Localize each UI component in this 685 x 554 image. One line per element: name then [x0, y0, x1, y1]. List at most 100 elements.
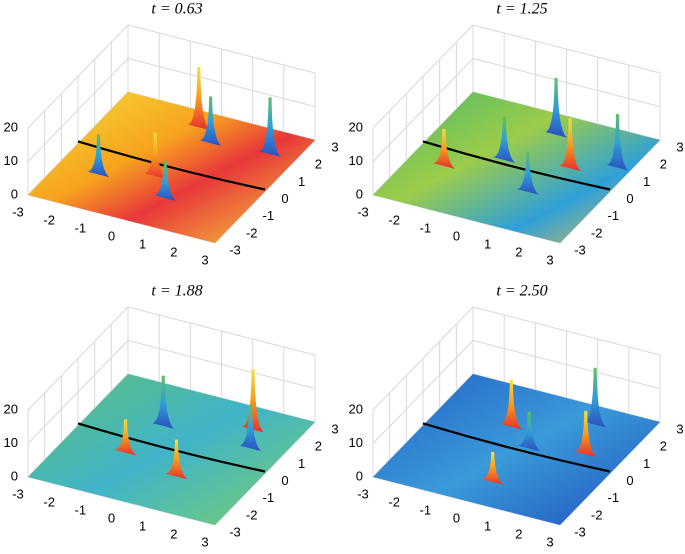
surface-peak	[199, 96, 222, 147]
x-tick-label: 2	[170, 526, 177, 541]
z-tick-label: 0	[356, 186, 363, 201]
z-tick-label: 10	[349, 153, 363, 168]
surface-peak	[493, 116, 516, 163]
x-tick-label: -1	[75, 220, 87, 235]
grid-line	[472, 340, 661, 389]
grid-line	[27, 58, 129, 162]
y-tick-label: 3	[676, 421, 683, 436]
grid-line	[27, 340, 129, 444]
y-tick-label: 3	[676, 139, 683, 154]
grid-line	[372, 340, 474, 444]
zero-contour	[77, 422, 266, 473]
z-tick-label: 0	[356, 468, 363, 483]
surface-peak	[574, 410, 597, 458]
y-tick-label: -2	[246, 225, 258, 240]
surface-peak	[481, 451, 504, 485]
x-tick-label: -2	[43, 212, 55, 227]
surface-peak	[500, 379, 523, 430]
x-tick-label: -3	[357, 204, 369, 219]
x-tick-label: 2	[170, 244, 177, 259]
y-tick-label: 1	[298, 174, 305, 189]
grid-line	[372, 306, 474, 411]
y-tick-label: -2	[591, 507, 603, 522]
z-tick-label: 10	[349, 435, 363, 450]
x-tick-label: -3	[12, 204, 24, 219]
y-tick-label: 0	[626, 473, 633, 488]
z-tick-label: 20	[4, 401, 18, 416]
y-tick-label: 0	[626, 191, 633, 206]
z-tick-label: 0	[11, 468, 18, 483]
surface-peak	[165, 439, 188, 480]
z-tick-label: 10	[4, 435, 18, 450]
y-tick-label: -2	[591, 225, 603, 240]
surface-peak	[152, 375, 175, 429]
y-tick-label: -1	[608, 490, 620, 505]
y-tick-label: -3	[574, 242, 586, 257]
surface-peak	[259, 97, 281, 157]
y-tick-label: 3	[331, 421, 338, 436]
surface-peak	[242, 369, 264, 433]
y-tick-label: 2	[315, 439, 322, 454]
grid-line	[472, 24, 661, 74]
x-tick-label: -1	[75, 502, 87, 517]
y-tick-label: -3	[229, 242, 241, 257]
y-tick-label: 1	[298, 456, 305, 471]
surface-peak	[545, 77, 567, 138]
grid-line	[27, 24, 129, 129]
surface-peak	[187, 67, 210, 131]
x-tick-label: 1	[139, 236, 146, 251]
surface-peak	[559, 118, 582, 172]
x-tick-label: -1	[420, 220, 432, 235]
x-tick-label: -2	[388, 212, 400, 227]
surface-peak	[516, 151, 539, 195]
x-tick-label: -2	[43, 494, 55, 509]
grid-line	[127, 306, 316, 356]
z-tick-label: 10	[4, 153, 18, 168]
x-tick-label: 3	[201, 252, 208, 267]
grid-line	[27, 306, 129, 411]
grid-line	[472, 306, 661, 356]
grid-line	[127, 340, 316, 389]
y-tick-label: 1	[643, 174, 650, 189]
x-tick-label: -1	[420, 502, 432, 517]
x-tick-label: 2	[515, 526, 522, 541]
z-tick-label: 20	[4, 119, 18, 134]
x-tick-label: 2	[515, 244, 522, 259]
y-tick-label: 1	[643, 456, 650, 471]
y-tick-label: 2	[315, 157, 322, 172]
panel-title: t = 0.63	[151, 1, 202, 18]
x-tick-label: 0	[108, 228, 115, 243]
grid-line	[372, 58, 474, 162]
y-tick-label: -1	[263, 490, 275, 505]
x-tick-label: 0	[453, 228, 460, 243]
surface-peak	[87, 134, 110, 178]
x-tick-label: -3	[357, 486, 369, 501]
surface-peak	[433, 129, 455, 169]
y-tick-label: 0	[281, 191, 288, 206]
x-tick-label: -2	[388, 494, 400, 509]
surface-peak	[606, 114, 629, 171]
grid-line	[472, 58, 661, 107]
x-tick-label: -3	[12, 486, 24, 501]
x-tick-label: 3	[546, 534, 553, 549]
x-tick-label: 0	[453, 510, 460, 525]
y-tick-label: -1	[263, 208, 275, 223]
panel-title: t = 2.50	[496, 283, 547, 300]
y-tick-label: -3	[229, 524, 241, 539]
y-tick-label: 2	[660, 157, 667, 172]
surface-peak	[239, 404, 262, 452]
x-tick-label: 0	[108, 510, 115, 525]
x-tick-label: 3	[201, 534, 208, 549]
z-tick-label: 20	[349, 119, 363, 134]
y-tick-label: -3	[574, 524, 586, 539]
surface-peak	[154, 161, 177, 201]
z-tick-label: 20	[349, 401, 363, 416]
x-tick-label: 1	[139, 518, 146, 533]
z-tick-label: 0	[11, 186, 18, 201]
panel-title: t = 1.88	[151, 283, 202, 300]
grid-line	[127, 24, 316, 74]
surface-peak	[114, 419, 137, 456]
y-tick-label: 3	[331, 139, 338, 154]
surface-peak	[144, 132, 167, 179]
